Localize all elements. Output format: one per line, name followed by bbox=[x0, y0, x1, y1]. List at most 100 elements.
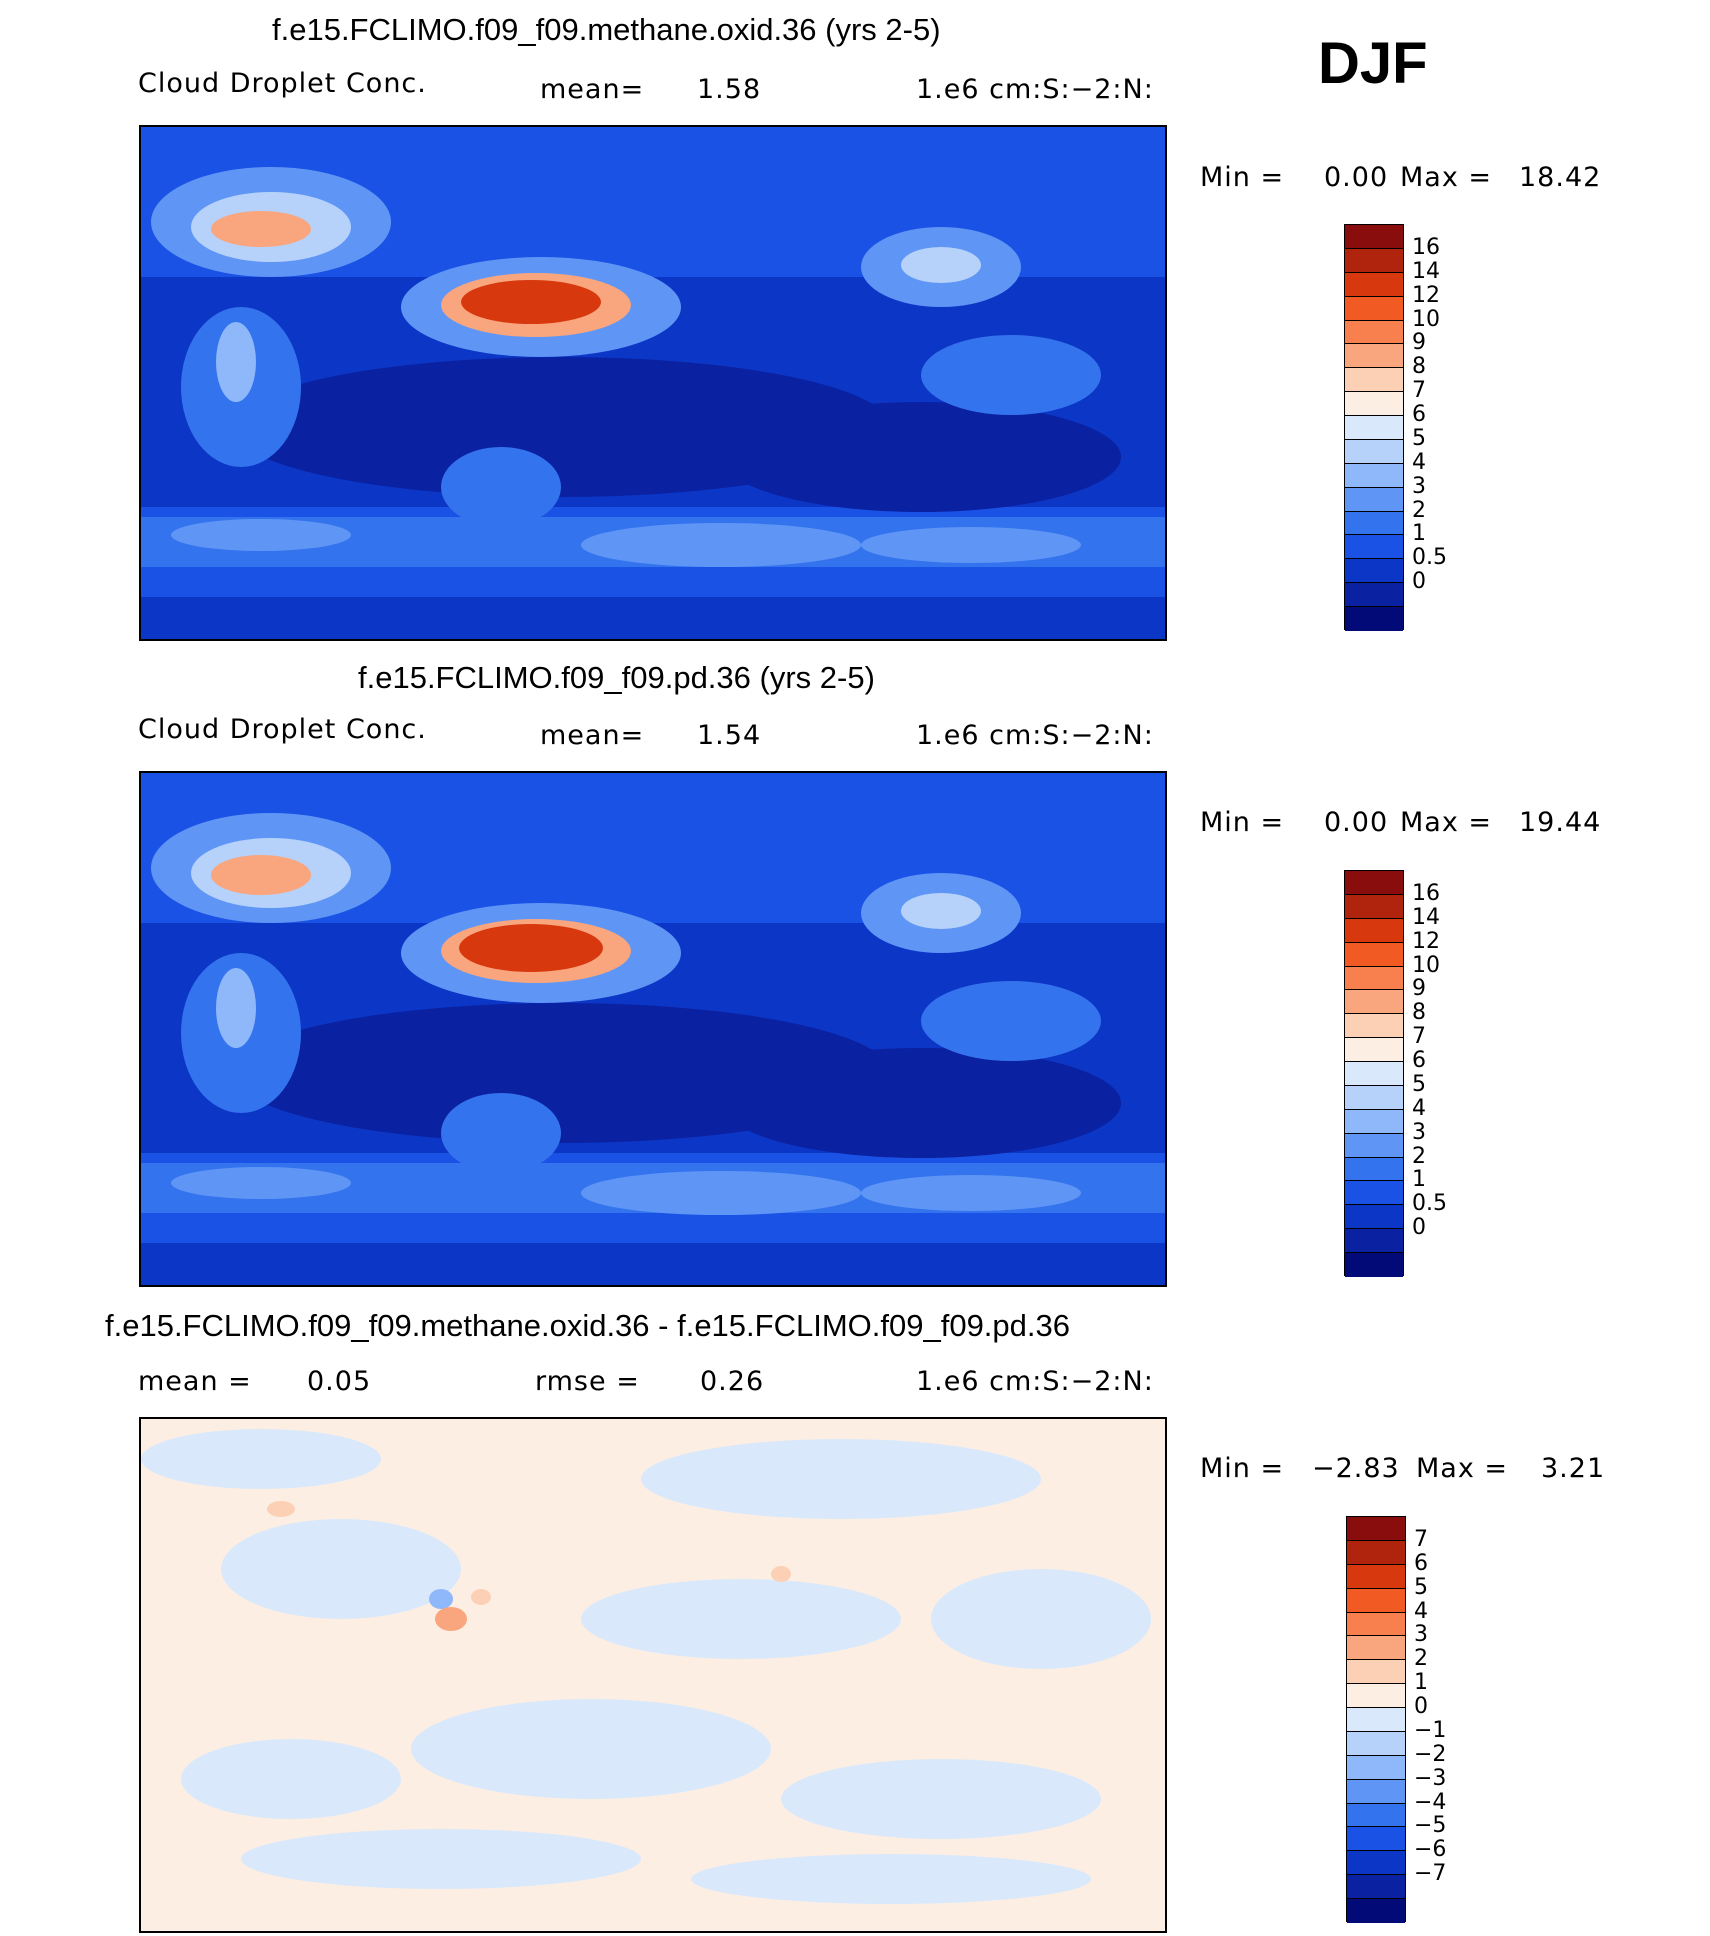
colorbar-tick-label: 4 bbox=[1414, 1598, 1428, 1624]
panel-2-colorbar bbox=[1344, 870, 1404, 1277]
colorbar-swatch bbox=[1345, 1133, 1403, 1158]
panel-1-units: 1.e6 cm:S:−2:N: bbox=[916, 74, 1154, 105]
colorbar-swatch bbox=[1345, 1014, 1403, 1039]
colorbar-tick-label: 1 bbox=[1412, 1167, 1426, 1193]
colorbar-swatch bbox=[1347, 1612, 1405, 1637]
panel-3-map-field bbox=[141, 1419, 1165, 1931]
panel-2-map bbox=[139, 771, 1167, 1287]
colorbar-swatch bbox=[1345, 487, 1403, 512]
panel-2-max-value: 19.44 bbox=[1519, 807, 1602, 838]
colorbar-swatch bbox=[1345, 583, 1403, 607]
panel-3-title: f.e15.FCLIMO.f09_f09.methane.oxid.36 - f… bbox=[105, 1308, 1070, 1343]
colorbar-swatch bbox=[1347, 1899, 1405, 1923]
colorbar-tick-label: 5 bbox=[1412, 425, 1426, 451]
colorbar-swatch bbox=[1347, 1540, 1405, 1565]
colorbar-tick-label: 5 bbox=[1414, 1574, 1428, 1600]
panel-3-max-label: Max = bbox=[1416, 1453, 1509, 1484]
colorbar-tick-label: 1 bbox=[1414, 1670, 1428, 1696]
colorbar-swatch bbox=[1345, 1205, 1403, 1230]
colorbar-swatch bbox=[1345, 871, 1403, 895]
panel-1-max-value: 18.42 bbox=[1519, 162, 1602, 193]
colorbar-swatch bbox=[1347, 1708, 1405, 1732]
colorbar-swatch bbox=[1347, 1636, 1405, 1661]
panel-3-min-label: Min = bbox=[1200, 1453, 1285, 1484]
colorbar-tick-label: 5 bbox=[1412, 1071, 1426, 1097]
colorbar-tick-label: 8 bbox=[1412, 1000, 1426, 1026]
colorbar-swatch bbox=[1345, 1062, 1403, 1086]
colorbar-swatch bbox=[1345, 559, 1403, 584]
panel-1-title: f.e15.FCLIMO.f09_f09.methane.oxid.36 (yr… bbox=[272, 12, 941, 47]
colorbar-tick-label: 12 bbox=[1412, 282, 1440, 308]
colorbar-swatch bbox=[1347, 1588, 1405, 1613]
colorbar-swatch bbox=[1345, 966, 1403, 991]
panel-1-mean-value: 1.58 bbox=[697, 74, 762, 105]
colorbar-tick-label: −2 bbox=[1414, 1741, 1447, 1767]
colorbar-tick-label: 2 bbox=[1412, 1143, 1426, 1169]
colorbar-swatch bbox=[1347, 1564, 1405, 1589]
panel-1-colorbar bbox=[1344, 224, 1404, 631]
colorbar-swatch bbox=[1347, 1517, 1405, 1541]
panel-3-colorbar bbox=[1346, 1516, 1406, 1923]
panel-2-mean-value: 1.54 bbox=[697, 720, 762, 751]
colorbar-swatch bbox=[1345, 368, 1403, 393]
colorbar-swatch bbox=[1345, 320, 1403, 345]
panel-3-mean-label: mean = bbox=[138, 1366, 252, 1397]
panel-1-map bbox=[139, 125, 1167, 641]
colorbar-tick-label: 6 bbox=[1414, 1550, 1428, 1576]
colorbar-tick-label: 16 bbox=[1412, 880, 1440, 906]
colorbar-tick-label: 3 bbox=[1412, 473, 1426, 499]
panel-2-units: 1.e6 cm:S:−2:N: bbox=[916, 720, 1154, 751]
colorbar-swatch bbox=[1345, 918, 1403, 943]
colorbar-tick-label: 14 bbox=[1412, 904, 1440, 930]
colorbar-swatch bbox=[1345, 607, 1403, 631]
colorbar-swatch bbox=[1345, 511, 1403, 536]
colorbar-swatch bbox=[1345, 416, 1403, 440]
colorbar-swatch bbox=[1347, 1851, 1405, 1876]
colorbar-swatch bbox=[1345, 1109, 1403, 1134]
colorbar-swatch bbox=[1345, 225, 1403, 249]
panel-2-max-label: Max = bbox=[1400, 807, 1493, 838]
colorbar-swatch bbox=[1345, 1085, 1403, 1110]
colorbar-tick-label: −7 bbox=[1414, 1861, 1447, 1887]
panel-1-min-value: 0.00 bbox=[1324, 162, 1389, 193]
panel-2-min-value: 0.00 bbox=[1324, 807, 1389, 838]
colorbar-swatch bbox=[1347, 1779, 1405, 1804]
colorbar-tick-label: 1 bbox=[1412, 521, 1426, 547]
colorbar-tick-label: 2 bbox=[1414, 1646, 1428, 1672]
colorbar-swatch bbox=[1345, 1157, 1403, 1182]
colorbar-tick-label: 2 bbox=[1412, 497, 1426, 523]
colorbar-swatch bbox=[1347, 1827, 1405, 1852]
colorbar-swatch bbox=[1345, 272, 1403, 297]
colorbar-tick-label: 10 bbox=[1412, 952, 1440, 978]
colorbar-tick-label: 6 bbox=[1412, 1048, 1426, 1074]
season-label: DJF bbox=[1318, 31, 1428, 96]
panel-1-min-label: Min = bbox=[1200, 162, 1285, 193]
colorbar-swatch bbox=[1345, 535, 1403, 560]
panel-2-min-label: Min = bbox=[1200, 807, 1285, 838]
colorbar-tick-label: 16 bbox=[1412, 234, 1440, 260]
panel-3-map bbox=[139, 1417, 1167, 1933]
colorbar-tick-label: 3 bbox=[1412, 1119, 1426, 1145]
panel-3-rmse-value: 0.26 bbox=[700, 1366, 765, 1397]
colorbar-tick-label: 14 bbox=[1412, 258, 1440, 284]
colorbar-swatch bbox=[1345, 439, 1403, 464]
colorbar-tick-label: 8 bbox=[1412, 354, 1426, 380]
colorbar-tick-label: −6 bbox=[1414, 1837, 1447, 1863]
panel-1-mean-label: mean= bbox=[540, 74, 645, 105]
colorbar-swatch bbox=[1345, 1229, 1403, 1253]
colorbar-swatch bbox=[1345, 344, 1403, 369]
colorbar-swatch bbox=[1345, 1253, 1403, 1277]
panel-2-map-field bbox=[141, 773, 1165, 1285]
colorbar-swatch bbox=[1345, 990, 1403, 1015]
colorbar-tick-label: 4 bbox=[1412, 449, 1426, 475]
colorbar-swatch bbox=[1347, 1660, 1405, 1685]
colorbar-tick-label: −5 bbox=[1414, 1813, 1447, 1839]
colorbar-swatch bbox=[1345, 942, 1403, 967]
panel-1-variable: Cloud Droplet Conc. bbox=[138, 68, 427, 99]
colorbar-swatch bbox=[1345, 894, 1403, 919]
panel-3-rmse-label: rmse = bbox=[535, 1366, 640, 1397]
colorbar-tick-label: 0 bbox=[1414, 1694, 1428, 1720]
colorbar-tick-label: 7 bbox=[1414, 1526, 1428, 1552]
colorbar-tick-label: 7 bbox=[1412, 378, 1426, 404]
colorbar-swatch bbox=[1345, 248, 1403, 273]
